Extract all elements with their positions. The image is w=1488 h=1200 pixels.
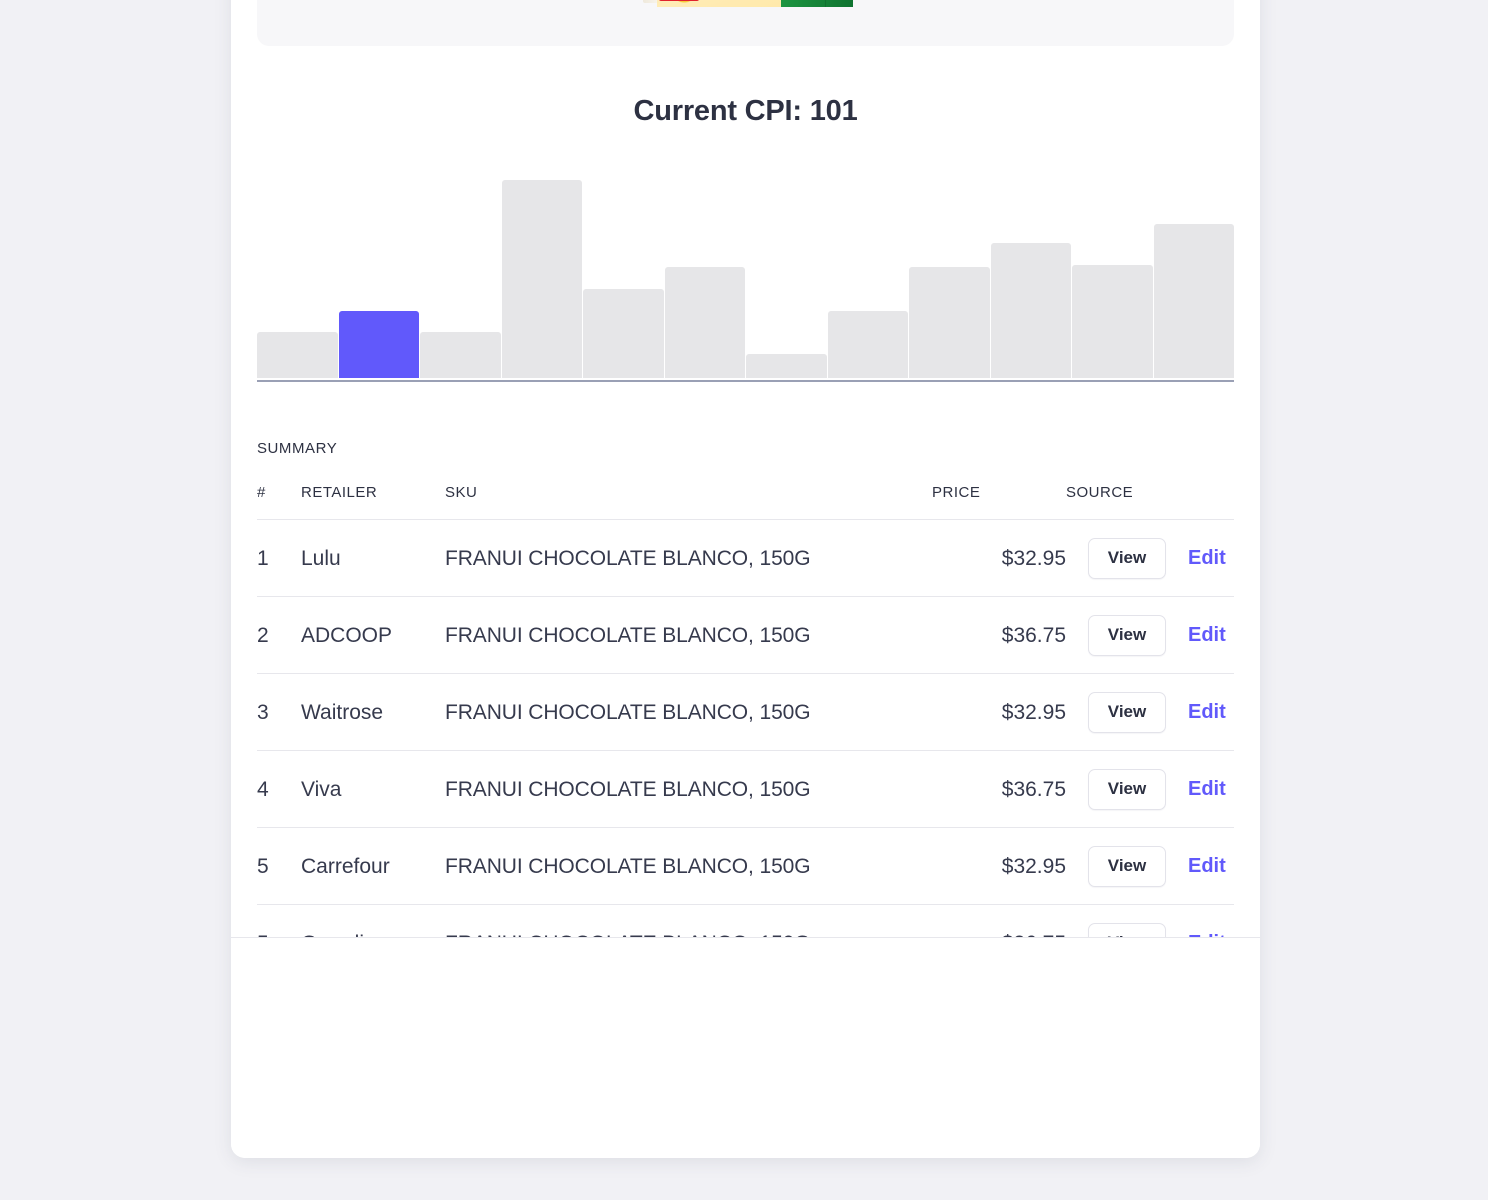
cell-price: $32.95 xyxy=(932,673,1066,751)
product-detail-card: 150 Current CPI: 101 SUMMARY # RETAILER xyxy=(231,0,1260,1158)
chart-bar[interactable] xyxy=(1153,223,1234,378)
cell-price: $32.95 xyxy=(932,519,1066,597)
chart-bar[interactable] xyxy=(827,310,908,378)
cell-index: 2 xyxy=(257,596,301,674)
pack-red-badge xyxy=(658,0,699,1)
cell-retailer: Waitrose xyxy=(301,673,445,751)
cell-sku: FRANUI CHOCOLATE BLANCO, 150G xyxy=(445,827,932,905)
summary-table-head: # RETAILER SKU PRICE SOURCE xyxy=(257,484,1234,520)
footer-divider xyxy=(231,937,1260,938)
chart-plot-area xyxy=(257,180,1234,380)
cell-index: 4 xyxy=(257,750,301,828)
cell-sku: FRANUI CHOCOLATE BLANCO, 150G xyxy=(445,596,932,674)
cell-price: $36.75 xyxy=(932,750,1066,828)
chart-axis-line xyxy=(257,380,1234,382)
pack-green-side: 150 xyxy=(780,0,853,7)
view-button[interactable]: View xyxy=(1088,846,1166,887)
column-header-price: PRICE xyxy=(932,484,1066,520)
table-row: 1 Lulu FRANUI CHOCOLATE BLANCO, 150G $32.95… xyxy=(257,519,1234,597)
table-row: 2 ADCOOP FRANUI CHOCOLATE BLANCO, 150G $36.… xyxy=(257,596,1234,674)
cell-source: View Edit xyxy=(1066,596,1234,674)
column-header-source: SOURCE xyxy=(1066,484,1234,520)
view-button[interactable]: View xyxy=(1088,538,1166,579)
cpi-title: Current CPI: 101 xyxy=(633,95,858,127)
summary-table-body: 1 Lulu FRANUI CHOCOLATE BLANCO, 150G $32.95… xyxy=(257,519,1234,982)
source-actions: View Edit xyxy=(1066,769,1234,810)
cell-source: View Edit xyxy=(1066,519,1234,597)
chart-bars xyxy=(257,180,1234,378)
column-header-index: # xyxy=(257,484,301,520)
cell-retailer: Carrefour xyxy=(301,827,445,905)
source-actions: View Edit xyxy=(1066,692,1234,733)
cell-retailer: Lulu xyxy=(301,519,445,597)
chart-bar[interactable] xyxy=(909,267,990,378)
cell-index: 1 xyxy=(257,519,301,597)
chart-bar[interactable] xyxy=(257,332,338,378)
table-header-row: # RETAILER SKU PRICE SOURCE xyxy=(257,484,1234,520)
chart-bar[interactable] xyxy=(1072,265,1153,378)
pack-left-edge xyxy=(642,0,657,3)
edit-link[interactable]: Edit xyxy=(1188,701,1226,723)
footer-empty-area xyxy=(231,938,1260,1158)
summary-section-label: SUMMARY xyxy=(257,440,338,457)
column-header-retailer: RETAILER xyxy=(301,484,445,520)
edit-link[interactable]: Edit xyxy=(1188,778,1226,800)
table-row: 3 Waitrose FRANUI CHOCOLATE BLANCO, 150G $3… xyxy=(257,673,1234,751)
chart-bar[interactable] xyxy=(746,354,827,378)
product-photo: 150 xyxy=(639,0,853,7)
chart-bar[interactable] xyxy=(338,310,419,378)
cell-sku: FRANUI CHOCOLATE BLANCO, 150G xyxy=(445,750,932,828)
cell-index: 3 xyxy=(257,673,301,751)
edit-link[interactable]: Edit xyxy=(1188,624,1226,646)
table-row: 5 Carrefour FRANUI CHOCOLATE BLANCO, 150G $… xyxy=(257,827,1234,905)
table-row: 4 Viva FRANUI CHOCOLATE BLANCO, 150G $36.75… xyxy=(257,750,1234,828)
summary-table-wrapper: # RETAILER SKU PRICE SOURCE 1 Lulu FRANUI … xyxy=(257,484,1260,982)
chart-bar[interactable] xyxy=(990,243,1071,378)
cell-price: $36.75 xyxy=(932,596,1066,674)
source-actions: View Edit xyxy=(1066,615,1234,656)
cell-index: 5 xyxy=(257,827,301,905)
chart-bar[interactable] xyxy=(664,267,745,378)
edit-link[interactable]: Edit xyxy=(1188,547,1226,569)
cpi-bar-chart xyxy=(257,180,1234,382)
edit-link[interactable]: Edit xyxy=(1188,855,1226,877)
source-actions: View Edit xyxy=(1066,538,1234,579)
cell-retailer: ADCOOP xyxy=(301,596,445,674)
pack-front-artwork xyxy=(656,0,781,7)
cell-source: View Edit xyxy=(1066,750,1234,828)
source-actions: View Edit xyxy=(1066,846,1234,887)
view-button[interactable]: View xyxy=(1088,692,1166,733)
view-button[interactable]: View xyxy=(1088,769,1166,810)
product-image-panel: 150 xyxy=(257,0,1234,46)
cell-source: View Edit xyxy=(1066,827,1234,905)
chart-bar[interactable] xyxy=(583,288,664,378)
view-button[interactable]: View xyxy=(1088,615,1166,656)
column-header-sku: SKU xyxy=(445,484,932,520)
cell-sku: FRANUI CHOCOLATE BLANCO, 150G xyxy=(445,519,932,597)
cell-retailer: Viva xyxy=(301,750,445,828)
cell-source: View Edit xyxy=(1066,673,1234,751)
cell-price: $32.95 xyxy=(932,827,1066,905)
cell-sku: FRANUI CHOCOLATE BLANCO, 150G xyxy=(445,673,932,751)
chart-bar[interactable] xyxy=(501,180,582,378)
summary-table: # RETAILER SKU PRICE SOURCE 1 Lulu FRANUI … xyxy=(257,484,1234,982)
chart-bar[interactable] xyxy=(420,332,501,378)
